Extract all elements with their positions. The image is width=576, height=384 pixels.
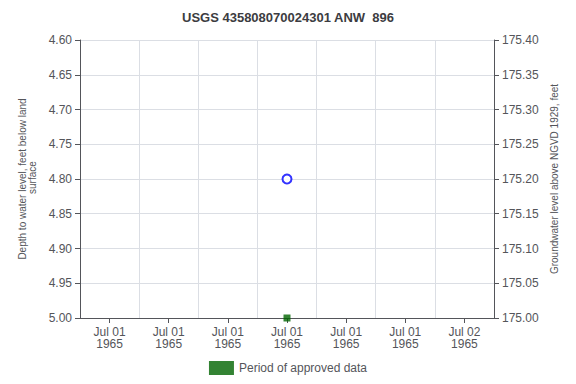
svg-text:4.85: 4.85 <box>49 207 73 221</box>
svg-text:175.15: 175.15 <box>502 207 539 221</box>
svg-text:1965: 1965 <box>392 337 419 351</box>
svg-text:175.10: 175.10 <box>502 242 539 256</box>
svg-text:Jul 01: Jul 01 <box>152 325 185 339</box>
svg-text:1965: 1965 <box>333 337 360 351</box>
svg-text:175.40: 175.40 <box>502 33 539 47</box>
svg-text:USGS 435808070024301 ANW 896: USGS 435808070024301 ANW 896 <box>182 10 394 25</box>
svg-text:4.90: 4.90 <box>49 242 73 256</box>
svg-text:4.75: 4.75 <box>49 137 73 151</box>
svg-text:175.30: 175.30 <box>502 103 539 117</box>
svg-text:Jul 02: Jul 02 <box>448 325 481 339</box>
svg-text:175.20: 175.20 <box>502 172 539 186</box>
svg-text:1965: 1965 <box>155 337 182 351</box>
svg-text:1965: 1965 <box>274 337 301 351</box>
svg-text:4.80: 4.80 <box>49 172 73 186</box>
svg-text:1965: 1965 <box>96 337 123 351</box>
svg-text:Jul 01: Jul 01 <box>389 325 422 339</box>
svg-text:175.00: 175.00 <box>502 311 539 325</box>
svg-text:4.70: 4.70 <box>49 103 73 117</box>
svg-text:Jul 01: Jul 01 <box>211 325 244 339</box>
svg-text:5.00: 5.00 <box>49 311 73 325</box>
svg-text:175.25: 175.25 <box>502 137 539 151</box>
svg-text:Period of approved data: Period of approved data <box>239 361 367 375</box>
svg-text:Jul 01: Jul 01 <box>330 325 363 339</box>
svg-text:Depth to water level, feet bel: Depth to water level, feet below land <box>17 98 29 260</box>
svg-text:4.65: 4.65 <box>49 68 73 82</box>
svg-text:1965: 1965 <box>451 337 478 351</box>
svg-text:Jul 01: Jul 01 <box>271 325 303 339</box>
svg-text:4.95: 4.95 <box>49 276 73 290</box>
svg-text:175.35: 175.35 <box>502 68 539 82</box>
svg-text:1965: 1965 <box>215 337 242 351</box>
svg-text:4.60: 4.60 <box>49 33 73 47</box>
svg-text:surface: surface <box>27 161 38 197</box>
svg-text:175.05: 175.05 <box>502 276 539 290</box>
svg-text:Jul 01: Jul 01 <box>93 325 126 339</box>
svg-text:Groundwater level above NGVD 1: Groundwater level above NGVD 1929, feet <box>549 84 560 274</box>
